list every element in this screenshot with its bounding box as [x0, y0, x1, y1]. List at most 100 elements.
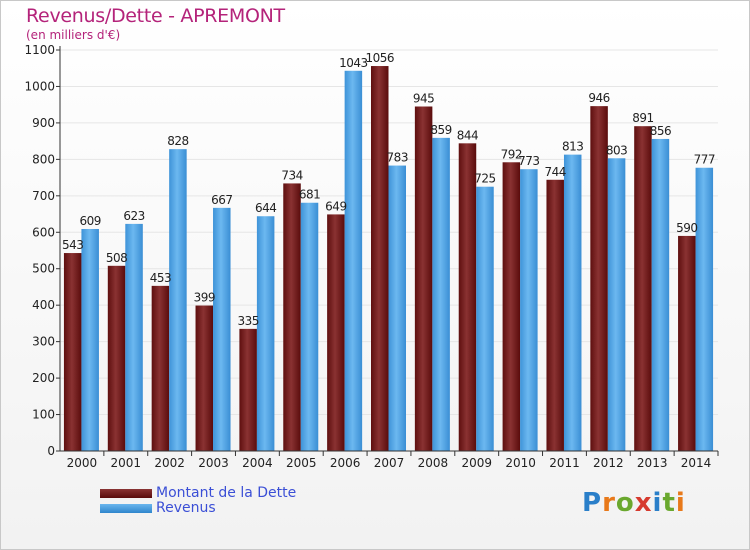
revenue-bar-2013	[651, 138, 670, 451]
x-tick-label: 2014	[681, 456, 712, 470]
y-tick-label: 200	[32, 371, 55, 385]
debt-bar-2014	[678, 235, 696, 451]
debt-bar-2000	[63, 253, 82, 451]
data-label: 859	[430, 123, 451, 137]
data-label: 453	[150, 271, 171, 285]
data-label: 335	[237, 314, 258, 328]
legend-item-revenue: Revenus	[100, 501, 296, 516]
chart-subtitle: (en milliers d'€)	[26, 28, 121, 42]
data-label: 543	[62, 238, 83, 252]
y-tick-label: 1000	[24, 79, 55, 93]
revenue-bar-2001	[125, 223, 143, 451]
data-label: 609	[79, 214, 100, 228]
data-label: 1056	[365, 51, 394, 65]
data-label: 946	[588, 91, 609, 105]
revenue-bar-2011	[563, 154, 582, 451]
revenue-bar-2009	[476, 186, 494, 452]
data-label: 1043	[339, 56, 368, 70]
data-label: 783	[387, 151, 408, 165]
debt-bar-2002	[151, 285, 170, 451]
logo-letter: i	[652, 488, 663, 518]
revenue-bar-2012	[607, 158, 626, 451]
chart-title: Revenus/Dette - APREMONT	[26, 5, 285, 27]
x-tick-label: 2009	[461, 456, 492, 470]
data-label: 681	[299, 188, 320, 202]
data-label: 644	[255, 201, 276, 215]
data-label: 813	[562, 140, 583, 154]
y-tick-label: 500	[32, 262, 55, 276]
data-label: 803	[606, 143, 627, 157]
data-label: 508	[106, 251, 127, 265]
debt-bar-2007	[371, 66, 389, 451]
data-label: 744	[545, 165, 566, 179]
legend: Montant de la Dette Revenus	[100, 486, 296, 516]
y-tick-label: 100	[32, 408, 55, 422]
logo-letter: o	[615, 488, 635, 518]
x-tick-label: 2007	[374, 456, 405, 470]
data-label: 590	[676, 221, 697, 235]
data-label: 773	[518, 154, 539, 168]
data-label: 667	[211, 193, 232, 207]
legend-label-revenue: Revenus	[156, 500, 216, 516]
data-label: 891	[632, 111, 653, 125]
data-label: 399	[194, 291, 215, 305]
data-label: 856	[650, 124, 671, 138]
revenue-bar-2014	[695, 167, 714, 452]
revenue-bar-2006	[344, 70, 363, 452]
legend-swatch-debt	[100, 489, 152, 498]
debt-bar-2005	[283, 183, 301, 451]
debt-bar-2008	[414, 106, 433, 451]
logo-letter: r	[602, 488, 616, 518]
x-tick-label: 2002	[154, 456, 185, 470]
proxiti-logo: Proxiti	[582, 488, 686, 518]
revenue-bar-2008	[432, 137, 450, 451]
logo-letter: P	[582, 488, 603, 518]
revenue-bar-2007	[388, 165, 406, 451]
revenue-bar-2005	[300, 202, 319, 451]
y-tick-label: 1100	[24, 43, 55, 57]
data-label: 649	[325, 199, 346, 213]
data-label: 792	[501, 147, 522, 161]
x-tick-label: 2011	[549, 456, 580, 470]
legend-item-debt: Montant de la Dette	[100, 486, 296, 501]
x-tick-label: 2001	[111, 456, 142, 470]
data-label: 734	[281, 168, 302, 182]
x-tick-label: 2005	[286, 456, 317, 470]
data-label: 725	[474, 172, 495, 186]
x-tick-label: 2003	[198, 456, 229, 470]
debt-bar-2003	[195, 305, 214, 451]
debt-bar-2001	[107, 265, 126, 451]
x-tick-label: 2010	[505, 456, 536, 470]
data-label: 777	[694, 153, 715, 167]
x-tick-label: 2008	[418, 456, 449, 470]
x-tick-label: 2012	[593, 456, 624, 470]
logo-letter: i	[675, 488, 686, 518]
y-tick-label: 400	[32, 298, 55, 312]
debt-bar-2012	[590, 106, 608, 451]
revenue-bar-2002	[169, 149, 187, 451]
debt-bar-2013	[634, 126, 652, 451]
debt-bar-2010	[502, 162, 521, 451]
debt-bar-2011	[546, 179, 564, 451]
x-tick-label: 2013	[637, 456, 668, 470]
data-label: 623	[123, 209, 144, 223]
debt-bar-2004	[239, 328, 257, 451]
revenue-bar-2000	[81, 228, 99, 451]
x-tick-label: 2006	[330, 456, 361, 470]
debt-bar-2006	[327, 214, 345, 451]
x-tick-label: 2004	[242, 456, 273, 470]
y-tick-label: 600	[32, 225, 55, 239]
revenue-bar-2003	[213, 207, 231, 451]
revenue-bar-2010	[520, 169, 538, 451]
legend-label-debt: Montant de la Dette	[156, 485, 297, 501]
x-tick-label: 2000	[67, 456, 98, 470]
data-label: 828	[167, 134, 188, 148]
data-label: 844	[457, 128, 478, 142]
y-tick-label: 800	[32, 152, 55, 166]
logo-letter: x	[634, 488, 653, 518]
y-tick-label: 700	[32, 189, 55, 203]
data-label: 945	[413, 92, 434, 106]
logo-letter: t	[662, 488, 676, 518]
legend-swatch-revenue	[100, 504, 152, 513]
